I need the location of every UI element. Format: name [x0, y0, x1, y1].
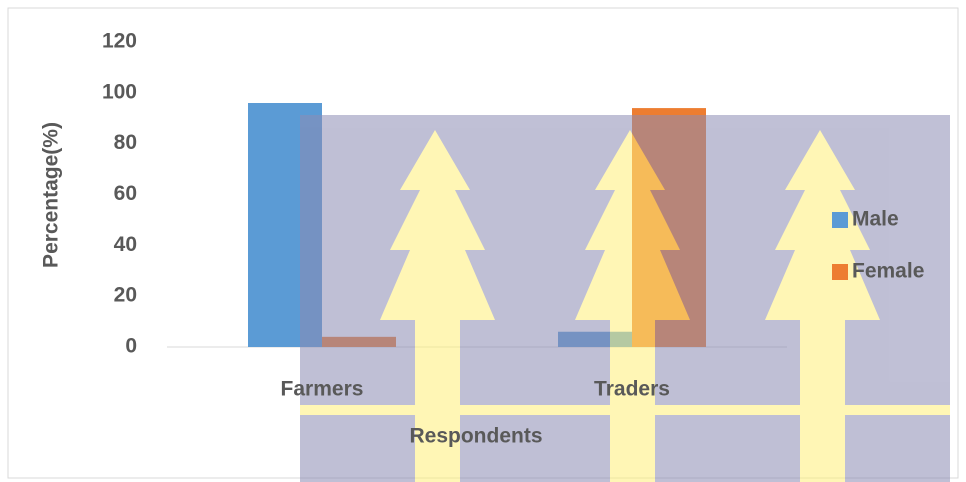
x-axis-title: Respondents: [409, 425, 542, 448]
legend-marker: [832, 212, 848, 228]
y-axis-title: Percentage(%): [40, 122, 63, 268]
y-tick-label: 120: [102, 30, 137, 53]
watermark: [300, 115, 950, 482]
y-tick-label: 60: [114, 182, 137, 205]
legend-label: Female: [852, 260, 924, 283]
y-tick-label: 0: [125, 335, 137, 358]
x-tick-label: Traders: [594, 378, 670, 401]
y-tick-label: 40: [114, 233, 137, 256]
y-tick-label: 20: [114, 284, 137, 307]
y-tick-label: 80: [114, 131, 137, 154]
legend-marker: [832, 264, 848, 280]
legend-label: Male: [852, 208, 899, 231]
x-tick-label: Farmers: [281, 378, 364, 401]
y-tick-label: 100: [102, 80, 137, 103]
